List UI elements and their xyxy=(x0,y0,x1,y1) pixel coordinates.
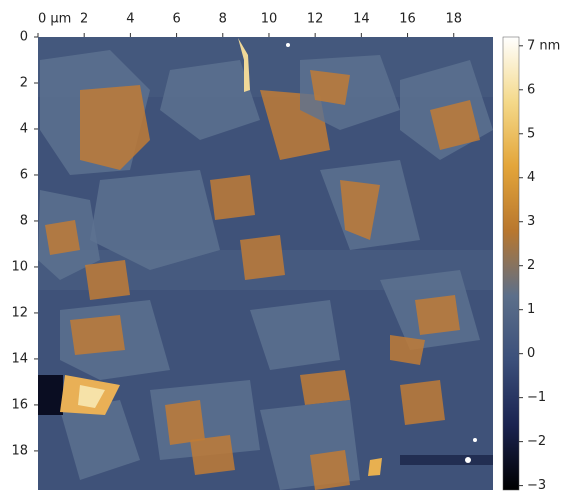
y-tick-label: 2 xyxy=(20,75,28,90)
x-tick-label: 12 xyxy=(307,12,324,27)
y-tick-label: 14 xyxy=(11,351,28,366)
x-tick-label: 10 xyxy=(261,12,278,27)
colorbar-tick-label: 5 xyxy=(527,126,535,141)
y-tick-label: 12 xyxy=(11,305,28,320)
colorbar-tick-label: 7 nm xyxy=(527,38,560,53)
y-tick-label: 0 xyxy=(20,30,28,45)
colorbar-tick-label: 4 xyxy=(527,170,535,185)
colorbar-tick-label: 2 xyxy=(527,258,535,273)
colorbar xyxy=(503,37,519,490)
y-tick-label: 4 xyxy=(20,121,28,136)
x-tick-label: 4 xyxy=(126,12,134,27)
colorbar-tick-label: −1 xyxy=(527,390,546,405)
colorbar-tick-label: −2 xyxy=(527,434,546,449)
y-tick-label: 6 xyxy=(20,167,28,182)
colorbar-tick-label: 6 xyxy=(527,82,535,97)
colorbar-tick-label: 1 xyxy=(527,302,535,317)
y-tick-label: 10 xyxy=(11,259,28,274)
y-tick-label: 8 xyxy=(20,213,28,228)
x-tick-label: 14 xyxy=(353,12,370,27)
x-tick-label: 6 xyxy=(172,12,180,27)
x-tick-label: 2 xyxy=(80,12,88,27)
y-tick-label: 18 xyxy=(11,443,28,458)
x-tick-label: 0 µm xyxy=(38,12,71,27)
x-tick-label: 8 xyxy=(219,12,227,27)
colorbar-tick-label: 0 xyxy=(527,346,535,361)
chart: 0 µm246810121416180246810121416187 nm654… xyxy=(0,0,576,493)
x-tick-label: 18 xyxy=(445,12,462,27)
x-tick-label: 16 xyxy=(399,12,416,27)
colorbar-tick-label: 3 xyxy=(527,214,535,229)
colorbar-tick-label: −3 xyxy=(527,478,546,493)
afm-image xyxy=(38,37,493,490)
y-tick-label: 16 xyxy=(11,397,28,412)
